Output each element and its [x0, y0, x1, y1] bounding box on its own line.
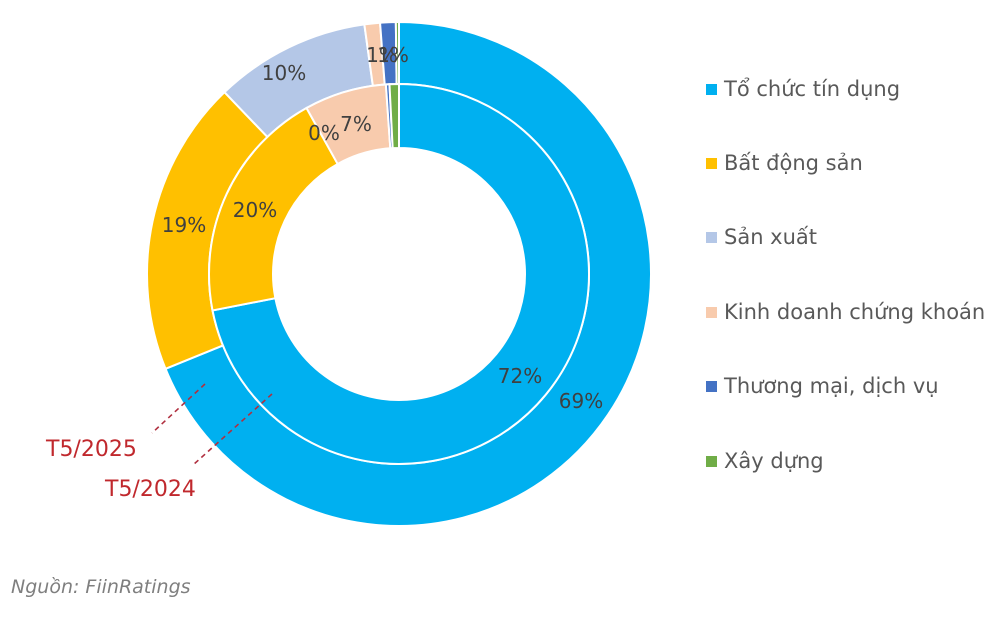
inner-ring-t5-2024 [208, 82, 590, 465]
legend-item-xay-dung: Xây dựng [706, 444, 824, 478]
legend-label: Xây dựng [724, 449, 824, 473]
legend-item-kinh-doanh-chung-khoan: Kinh doanh chứng khoán [706, 295, 985, 329]
legend-swatch-icon [706, 380, 717, 392]
legend-swatch-icon [706, 306, 717, 318]
slice-inner-0 [211, 82, 590, 465]
source-note: Nguồn: FiinRatings [11, 576, 191, 598]
slice-labels: 69% 19% 10% 1%1% 72% 20% 0% 7% [162, 43, 603, 413]
legend-swatch-icon [706, 231, 717, 243]
slice-inner-5 [388, 82, 400, 150]
legend-item-to-chuc-tin-dung: Tổ chức tín dụng [706, 72, 900, 106]
legend-item-san-xuat: Sản xuất [706, 220, 817, 254]
slice-label: 72% [498, 364, 542, 388]
legend-label: Bất động sản [724, 151, 863, 175]
legend-swatch-icon [706, 455, 717, 467]
legend-item-thuong-mai-dich-vu: Thương mại, dịch vụ [706, 369, 939, 403]
slice-label: 7% [340, 112, 372, 136]
legend-label: Tổ chức tín dụng [724, 77, 901, 101]
legend-label: Thương mại, dịch vụ [724, 374, 939, 398]
slice-label: 0% [308, 121, 340, 145]
ring-annotations: T5/2025 T5/2024 [45, 383, 273, 502]
inner-ring-label: T5/2024 [104, 477, 196, 502]
legend-swatch-icon [706, 157, 717, 169]
legend-label: Kinh doanh chứng khoán [724, 300, 986, 324]
legend-label: Sản xuất [724, 225, 818, 249]
slice-label: 19% [162, 213, 206, 237]
slice-label: 1% [366, 43, 398, 67]
legend-swatch-icon [706, 83, 717, 95]
slice-label: 20% [233, 198, 277, 222]
leader-line-t5-2025 [151, 383, 206, 434]
slice-label: 69% [559, 389, 603, 413]
slice-label: 1% [377, 43, 409, 67]
outer-ring-label: T5/2025 [45, 437, 137, 462]
slice-label: 10% [262, 61, 306, 85]
legend-item-bat-dong-san: Bất động sản [706, 146, 863, 180]
